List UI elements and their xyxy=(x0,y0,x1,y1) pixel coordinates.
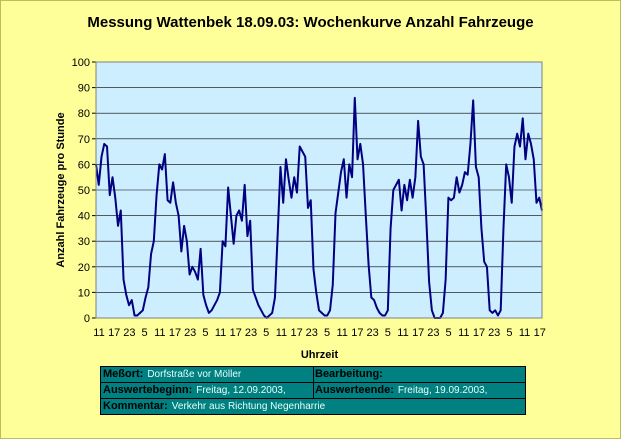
x-tick-label: 11 xyxy=(397,327,408,339)
y-tick-label: 20 xyxy=(78,262,90,274)
y-tick-label: 50 xyxy=(78,185,90,197)
x-tick-label: 23 xyxy=(123,327,135,339)
beginn-value: Freitag, 12.09.2003, xyxy=(196,385,286,396)
info-row-3: Kommentar: Verkehr aus Richtung Negenharr… xyxy=(101,399,525,414)
x-tick-label: 5 xyxy=(202,327,208,339)
y-tick-label: 80 xyxy=(78,108,90,120)
kommentar-value: Verkehr aus Richtung Negenharrie xyxy=(171,401,326,412)
bearbeitung-cell: Bearbeitung: xyxy=(313,367,525,382)
info-row-2: Auswertebeginn: Freitag, 12.09.2003, Ausw… xyxy=(101,383,525,398)
x-tick-label: 5 xyxy=(506,327,512,339)
x-tick-label: 23 xyxy=(245,327,257,339)
x-tick-label: 17 xyxy=(351,327,363,339)
y-tick-label: 70 xyxy=(78,134,90,146)
info-row-1: Meßort: Dorfstraße vor Möller Bearbeitung… xyxy=(101,367,525,382)
kommentar-label: Kommentar: xyxy=(103,400,168,412)
x-tick-label: 5 xyxy=(385,327,391,339)
y-tick-label: 30 xyxy=(78,236,90,248)
x-tick-label: 11 xyxy=(93,327,104,339)
x-tick-label: 23 xyxy=(488,327,500,339)
x-tick-label: 17 xyxy=(473,327,485,339)
y-axis-ticks: 0 10 20 30 40 50 60 70 80 90 100 xyxy=(72,57,96,325)
y-tick-label: 10 xyxy=(78,287,90,299)
y-tick-label: 60 xyxy=(78,159,90,171)
x-tick-label: 11 xyxy=(336,327,347,339)
x-tick-label: 11 xyxy=(519,327,530,339)
x-tick-label: 5 xyxy=(446,327,452,339)
x-tick-label: 23 xyxy=(184,327,196,339)
x-tick-label: 11 xyxy=(215,327,226,339)
info-divider-2 xyxy=(101,398,525,399)
messort-cell: Meßort: Dorfstraße vor Möller xyxy=(101,367,313,382)
series-line xyxy=(95,96,543,319)
x-tick-label: 17 xyxy=(169,327,181,339)
x-tick-label: 23 xyxy=(366,327,378,339)
kommentar-cell: Kommentar: Verkehr aus Richtung Negenharr… xyxy=(101,399,525,414)
x-axis-ticks: 11 17 23 5 11 17 23 5 11 17 23 5 11 17 23 5 11 17 23 5 11 17 2… xyxy=(93,327,546,339)
chart-title: Messung Wattenbek 18.09.03: Wochenkurve … xyxy=(87,14,534,31)
beginn-label: Auswertebeginn: xyxy=(103,384,193,396)
ende-cell: Auswerteende: Freitag, 19.09.2003, xyxy=(313,383,525,398)
x-tick-label: 5 xyxy=(263,327,269,339)
x-tick-label: 17 xyxy=(108,327,120,339)
messort-value: Dorfstraße vor Möller xyxy=(147,369,242,380)
x-tick-label: 17 xyxy=(290,327,302,339)
plot-border xyxy=(95,61,543,319)
y-tick-label: 0 xyxy=(84,313,90,325)
x-tick-label: 23 xyxy=(306,327,318,339)
x-tick-label: 17 xyxy=(534,327,546,339)
x-tick-label: 11 xyxy=(154,327,165,339)
messort-label: Meßort: xyxy=(103,368,144,380)
x-tick-label: 5 xyxy=(142,327,148,339)
x-tick-label: 23 xyxy=(427,327,439,339)
ende-value: Freitag, 19.09.2003, xyxy=(397,385,488,396)
x-tick-label: 5 xyxy=(324,327,330,339)
info-divider-vertical xyxy=(313,367,314,398)
y-tick-label: 40 xyxy=(78,211,90,223)
y-tick-label: 90 xyxy=(78,83,90,95)
x-tick-label: 17 xyxy=(230,327,242,339)
x-axis-label: Uhrzeit xyxy=(300,349,339,361)
x-tick-label: 11 xyxy=(276,327,287,339)
beginn-cell: Auswertebeginn: Freitag, 12.09.2003, xyxy=(101,383,313,398)
y-tick-label: 100 xyxy=(72,57,90,69)
info-box: Meßort: Dorfstraße vor Möller Bearbeitung… xyxy=(100,366,526,415)
x-tick-label: 11 xyxy=(458,327,469,339)
x-tick-label: 17 xyxy=(412,327,424,339)
bearbeitung-label: Bearbeitung: xyxy=(315,368,383,380)
ende-label: Auswerteende: xyxy=(315,384,394,396)
